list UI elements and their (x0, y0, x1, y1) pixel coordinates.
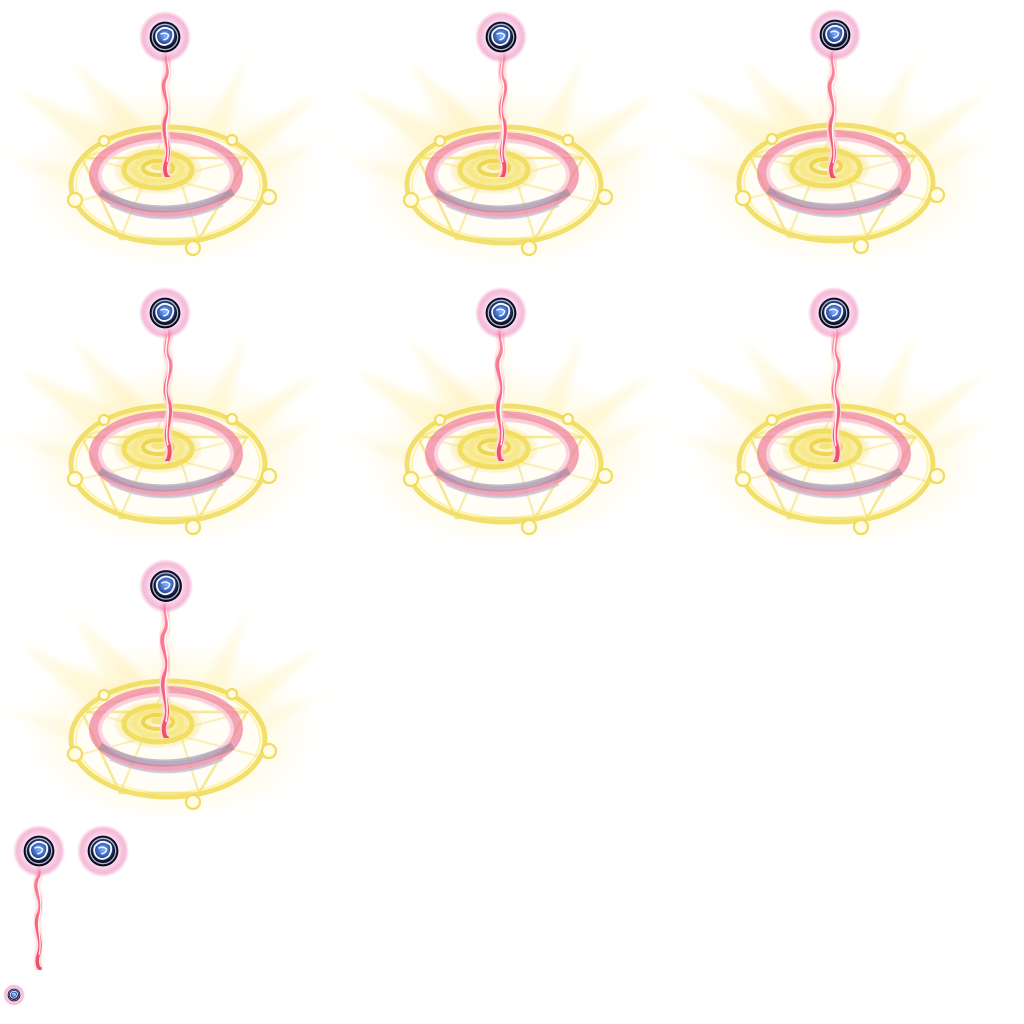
summoning-circle-frame-3 (668, 7, 1008, 273)
energy-beam-icon (166, 323, 171, 461)
frame-7 (0, 554, 340, 829)
dark-orb-icon (137, 9, 193, 65)
frame-1 (0, 0, 340, 275)
energy-beam-icon (834, 322, 839, 462)
dark-orb-icon (807, 7, 863, 63)
frame-6 (668, 279, 1008, 554)
summoning-circle-frame-1 (0, 9, 340, 275)
dark-orb-icon (473, 285, 529, 341)
summoning-circle-frame-5 (336, 285, 676, 554)
dark-orb-icon (137, 557, 195, 615)
dark-orb-icon (75, 823, 131, 879)
summoning-circle-frame-6 (668, 285, 1008, 554)
frame-5 (336, 279, 676, 554)
energy-beam-icon (497, 323, 503, 461)
frame-3 (668, 0, 1008, 273)
energy-beam-icon (830, 48, 836, 178)
dark-orb-icon (473, 9, 529, 65)
dark-orb-icon (806, 285, 862, 341)
dark-orb-icon (137, 285, 193, 341)
energy-beam-icon (501, 47, 506, 177)
frame-4 (0, 279, 340, 554)
energy-beam-icon (164, 47, 170, 177)
orb-part (74, 822, 134, 882)
small-orb-part (2, 983, 28, 1009)
small-orb-icon (2, 983, 26, 1007)
small-orb (2, 983, 26, 1007)
orb-with-beam (11, 823, 67, 972)
orb-with-beam-part (8, 822, 70, 972)
dark-orb-icon (11, 823, 67, 879)
orb (75, 823, 131, 879)
summoning-circle-frame-4 (0, 285, 340, 554)
energy-beam-icon (162, 598, 168, 738)
summoning-circle-frame-2 (336, 9, 676, 275)
frame-2 (336, 0, 676, 275)
summoning-circle-frame-7 (0, 557, 340, 829)
